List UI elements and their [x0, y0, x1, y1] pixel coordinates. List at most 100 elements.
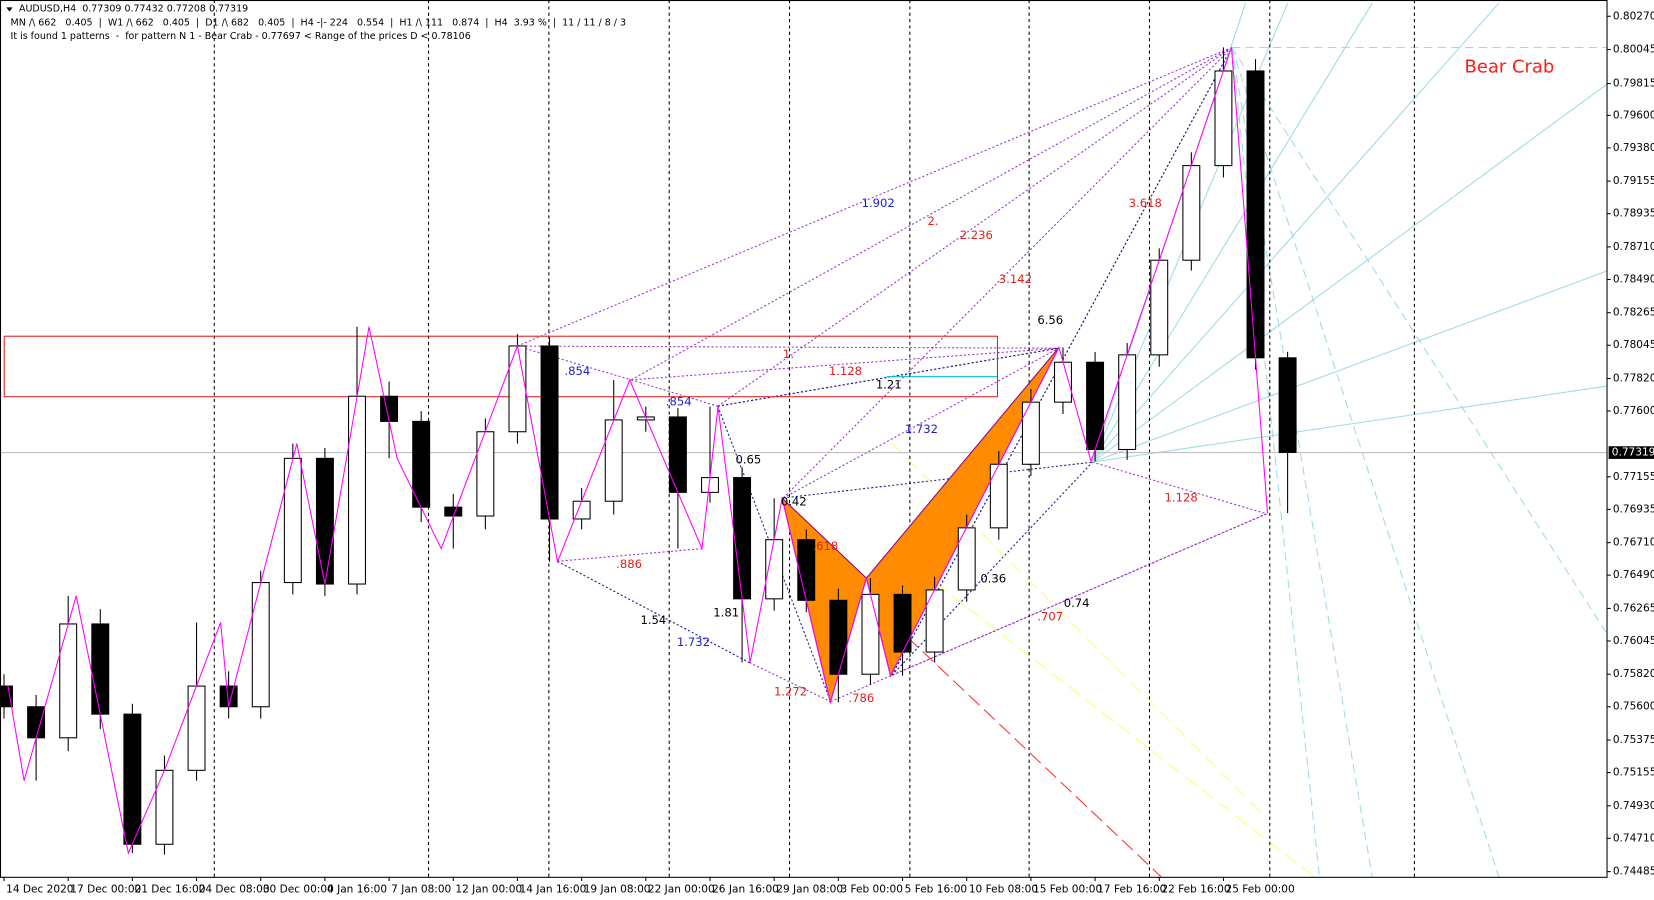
- ratio-label: 0.42: [781, 495, 807, 509]
- y-tick-label: 0.80270: [1613, 10, 1654, 22]
- x-tick-label: 21 Dec 16:00: [134, 883, 205, 895]
- x-tick-label: 25 Feb 00:00: [1226, 883, 1295, 895]
- y-tick-label: 0.76935: [1613, 503, 1654, 515]
- fan-line: [891, 513, 1267, 676]
- light-fan-line: [1092, 270, 1607, 463]
- ratio-label: 1.128: [829, 364, 862, 378]
- ratio-label: 0.36: [980, 572, 1006, 586]
- y-tick-label: 0.77600: [1613, 405, 1654, 417]
- y-tick-label: 0.76490: [1613, 569, 1654, 581]
- fan-line: [517, 345, 632, 381]
- candle-body: [829, 599, 848, 675]
- candle-body: [315, 457, 334, 585]
- x-tick-label: 30 Dec 00:00: [263, 883, 334, 895]
- candle-body: [27, 706, 46, 739]
- candle-body: [1118, 354, 1137, 451]
- y-tick-label: 0.76710: [1613, 537, 1654, 549]
- ratio-label: 3.142: [999, 272, 1032, 286]
- candle-body: [989, 463, 1008, 529]
- candle-body: [957, 527, 976, 591]
- light-fan-line: [1092, 2, 1373, 463]
- ratio-label: 1.: [783, 347, 794, 361]
- header-text: AUDUSD,H4 0.77309 0.77432 0.77208 0.7731…: [19, 4, 248, 15]
- y-tick-label: 0.79815: [1613, 78, 1654, 90]
- candle-body: [91, 623, 110, 715]
- candle-body: [187, 685, 206, 771]
- candle-body: [1214, 70, 1233, 167]
- header-text: It is found 1 patterns - for pattern N 1…: [11, 31, 471, 42]
- light-fan-line: [1092, 385, 1607, 463]
- candle-body: [123, 713, 142, 845]
- x-tick-label: 4 Jan 16:00: [327, 883, 387, 895]
- ratio-label: 2.236: [960, 228, 993, 242]
- x-tick-label: 15 Feb 00:00: [1033, 883, 1102, 895]
- candle-body: [380, 395, 399, 422]
- y-tick-label: 0.74930: [1613, 800, 1654, 812]
- ratio-label: 1.732: [905, 422, 938, 436]
- x-tick-label: 12 Jan 00:00: [455, 883, 522, 895]
- candle-body: [251, 582, 270, 708]
- ratio-label: .854: [564, 364, 590, 378]
- ratio-label: .707: [1037, 610, 1063, 624]
- current-price-label: 0.77319: [1612, 447, 1654, 459]
- x-tick-label: 17 Dec 00:00: [70, 883, 141, 895]
- candle-body: [155, 769, 174, 845]
- dark-line: [717, 347, 1059, 407]
- ratio-label: 1.272: [774, 685, 807, 699]
- dropdown-icon: [6, 7, 13, 12]
- candle-body: [348, 395, 366, 585]
- y-tick-label: 0.78265: [1613, 307, 1654, 319]
- ratio-label: .854: [666, 394, 692, 408]
- light-dashed-line: [1231, 47, 1320, 877]
- y-tick-label: 0.79380: [1613, 142, 1654, 154]
- candle-body: [893, 593, 912, 653]
- light-dashed-line: [1231, 47, 1607, 634]
- candle-body: [604, 419, 623, 502]
- x-tick-label: 14 Jan 16:00: [520, 883, 587, 895]
- fan-line: [630, 47, 1233, 381]
- dark-line: [783, 461, 1093, 499]
- x-tick-label: 22 Jan 00:00: [648, 883, 715, 895]
- y-tick-label: 0.76045: [1613, 635, 1654, 647]
- y-tick-label: 0.74710: [1613, 832, 1654, 844]
- light-fan-line: [1092, 2, 1500, 463]
- candle-body: [444, 506, 463, 517]
- ratio-label: .618: [813, 539, 839, 553]
- candle-body: [668, 416, 687, 493]
- x-tick-label: 10 Feb 08:00: [969, 883, 1038, 895]
- candle-body: [1021, 401, 1040, 465]
- y-tick-label: 0.78045: [1613, 339, 1654, 351]
- y-tick-label: 0.79600: [1613, 109, 1654, 121]
- zigzag-line: [7, 47, 1269, 855]
- fan-line: [782, 47, 1233, 499]
- candle-body: [861, 593, 880, 675]
- light-dashed-line: [1231, 47, 1500, 877]
- y-tick-label: 0.78935: [1613, 208, 1654, 220]
- ratio-label: 0.74: [1064, 596, 1090, 610]
- fan-line: [517, 345, 1059, 349]
- candle-body: [733, 477, 752, 600]
- candle-body: [283, 457, 302, 584]
- x-tick-label: 24 Dec 08:00: [199, 883, 270, 895]
- current-price-tag: [1608, 446, 1654, 459]
- x-tick-label: 22 Feb 16:00: [1161, 883, 1230, 895]
- ratio-label: 0.65: [735, 453, 761, 467]
- y-tick-label: 0.76265: [1613, 602, 1654, 614]
- x-tick-label: 19 Jan 08:00: [584, 883, 651, 895]
- ratio-label: .886: [616, 557, 642, 571]
- candle-body: [1278, 357, 1297, 453]
- y-tick-label: 0.78490: [1613, 273, 1654, 285]
- ratio-label: 1.21: [876, 378, 902, 392]
- y-tick-label: 0.80045: [1613, 44, 1654, 56]
- x-tick-label: 7 Jan 08:00: [391, 883, 451, 895]
- candle-body: [1150, 259, 1169, 356]
- candle-body: [476, 431, 495, 517]
- fan-line: [557, 548, 702, 562]
- y-tick-label: 0.79155: [1613, 175, 1654, 187]
- x-tick-label: 29 Jan 08:00: [776, 883, 843, 895]
- light-fan-line: [1092, 83, 1607, 463]
- x-tick-label: 14 Dec 2020: [6, 883, 74, 895]
- ratio-label: 3.618: [1129, 196, 1162, 210]
